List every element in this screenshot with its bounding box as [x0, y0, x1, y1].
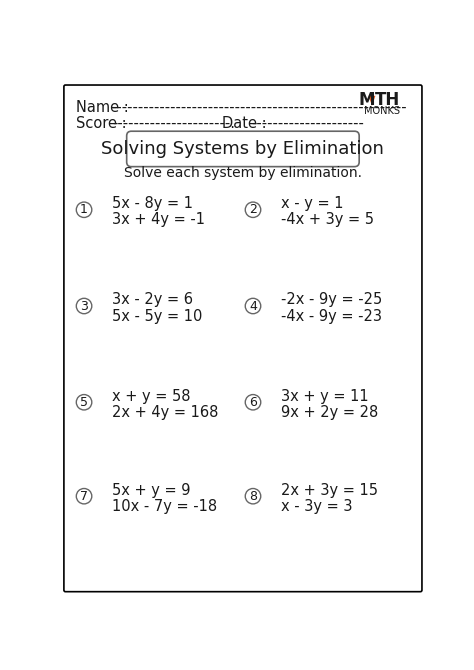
- Text: 4: 4: [249, 299, 257, 312]
- Text: 7: 7: [80, 490, 88, 502]
- Text: 5x + y = 9: 5x + y = 9: [112, 482, 191, 498]
- Text: Solving Systems by Elimination: Solving Systems by Elimination: [101, 140, 384, 158]
- Text: x + y = 58: x + y = 58: [112, 389, 191, 403]
- Polygon shape: [368, 96, 375, 106]
- Text: 8: 8: [249, 490, 257, 502]
- Text: 2x + 3y = 15: 2x + 3y = 15: [281, 482, 378, 498]
- Text: Solve each system by elimination.: Solve each system by elimination.: [124, 165, 362, 180]
- Text: 9x + 2y = 28: 9x + 2y = 28: [281, 405, 378, 420]
- Text: Date :: Date :: [222, 116, 271, 131]
- Text: 6: 6: [249, 396, 257, 409]
- Text: TH: TH: [374, 91, 400, 109]
- Text: ---------------------: ---------------------: [251, 116, 365, 131]
- Text: ----------------------.: ----------------------.: [112, 116, 235, 131]
- FancyBboxPatch shape: [64, 85, 422, 592]
- Text: 1: 1: [80, 203, 88, 216]
- Text: 3x + 4y = -1: 3x + 4y = -1: [112, 212, 205, 227]
- Text: 5x - 5y = 10: 5x - 5y = 10: [112, 308, 202, 324]
- Text: -4x + 3y = 5: -4x + 3y = 5: [281, 212, 374, 227]
- Text: M: M: [358, 91, 375, 109]
- Text: 2: 2: [249, 203, 257, 216]
- Text: MONKS: MONKS: [364, 107, 400, 116]
- Text: Name :: Name :: [76, 100, 134, 115]
- Text: -2x - 9y = -25: -2x - 9y = -25: [281, 292, 382, 308]
- Text: -4x - 9y = -23: -4x - 9y = -23: [281, 308, 382, 324]
- Text: 10x - 7y = -18: 10x - 7y = -18: [112, 498, 217, 514]
- Text: 2x + 4y = 168: 2x + 4y = 168: [112, 405, 219, 420]
- Text: x - y = 1: x - y = 1: [281, 196, 343, 211]
- Text: -------------------------------------------------------: ----------------------------------------…: [111, 100, 407, 115]
- Text: 3x + y = 11: 3x + y = 11: [281, 389, 368, 403]
- Text: x - 3y = 3: x - 3y = 3: [281, 498, 352, 514]
- Text: 5: 5: [80, 396, 88, 409]
- FancyBboxPatch shape: [127, 131, 359, 167]
- Text: 5x - 8y = 1: 5x - 8y = 1: [112, 196, 193, 211]
- Text: Score :: Score :: [76, 116, 132, 131]
- Text: 3: 3: [80, 299, 88, 312]
- Text: 3x - 2y = 6: 3x - 2y = 6: [112, 292, 193, 308]
